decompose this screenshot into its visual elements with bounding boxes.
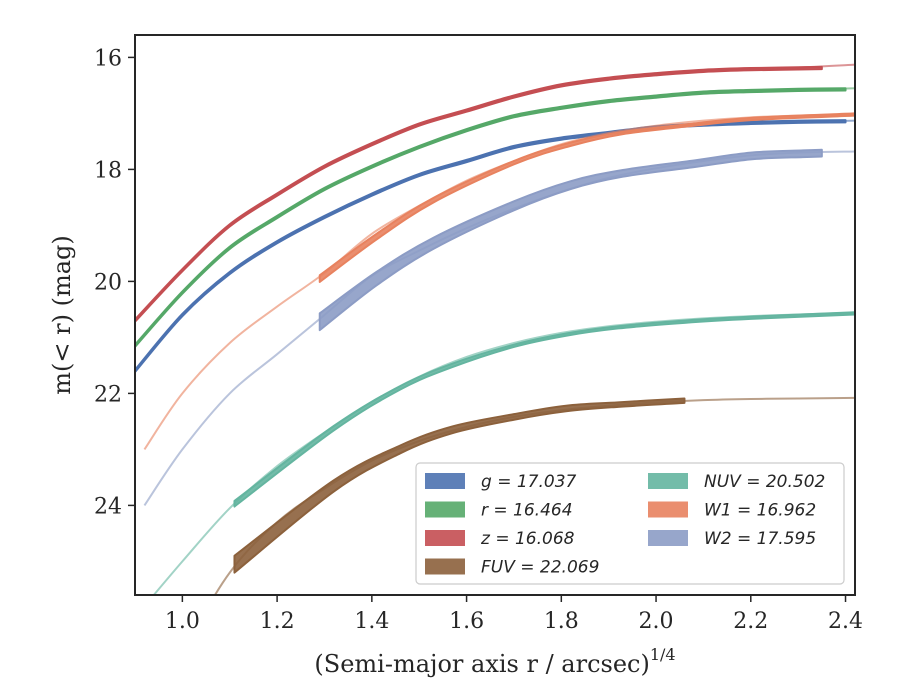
series-z-measured-band [135,65,823,323]
series-FUV-measured-band [233,397,686,574]
series-NUV-measured-band [233,311,855,508]
axis-ticks: 1.0 1.2 1.4 1.6 1.8 2.0 2.2 2.4 16 18 20 22 24 [94,46,863,634]
legend-entry-FUV: FUV = 22.069 [425,558,599,578]
legend-entry-NUV: NUV = 20.502 [648,472,825,492]
legend-swatch [648,530,688,546]
x-axis-label-text: (Semi-major axis r / arcsec) [314,650,649,678]
legend-swatch [425,501,465,518]
legend: g = 17.037 r = 16.464 z = 16.068 FUV = 22.0… [415,462,845,585]
series-g [135,119,855,374]
x-tick-label: 1.8 [544,609,579,634]
legend-label: W2 = 17.595 [704,529,816,549]
x-tick-label: 1.2 [260,609,295,634]
series-W1-measured-band [318,112,855,283]
x-tick-label: 2.4 [828,609,863,634]
legend-swatch [425,473,465,489]
legend-swatch [425,530,465,546]
series-r [135,87,855,348]
series-r-measured-band [135,87,847,348]
legend-entry-g: g = 17.037 [425,472,577,492]
x-tick-label: 1.4 [354,609,389,634]
series-g-measured-band [135,119,847,374]
y-tick-label: 22 [94,382,122,407]
x-tick-label: 1.6 [449,609,484,634]
series-W2 [143,148,855,506]
x-axis-label: (Semi-major axis r / arcsec)1/4 [314,645,675,678]
legend-entry-z: z = 16.068 [425,529,575,549]
legend-label: z = 16.068 [480,529,575,549]
legend-swatch [425,558,465,575]
series-FUV [213,396,855,595]
x-axis-label-superscript: 1/4 [650,645,676,664]
y-tick-label: 20 [94,270,122,295]
series-W1 [143,112,855,450]
legend-entry-r: r = 16.464 [425,501,573,521]
legend-label: FUV = 22.069 [481,558,599,578]
series-NUV [152,311,855,595]
y-tick-label: 24 [94,494,122,519]
y-tick-label: 18 [94,158,122,183]
legend-swatch [648,473,688,489]
x-tick-label: 2.0 [639,609,674,634]
x-tick-label: 1.0 [165,609,200,634]
series-W2-model-curve [143,150,855,506]
y-axis-label: m(< r) (mag) [48,235,76,394]
x-tick-label: 2.2 [733,609,768,634]
legend-entry-W1: W1 = 16.962 [648,501,816,521]
legend-label: g = 17.037 [481,472,577,492]
legend-label: r = 16.464 [481,501,573,521]
series-z [135,63,855,323]
legend-label: W1 = 16.962 [704,501,816,521]
plot-area [135,63,855,595]
legend-entry-W2: W2 = 17.595 [648,529,816,549]
plot-frame [134,34,856,596]
y-tick-label: 16 [94,46,122,71]
series-W2-measured-band [318,148,823,332]
legend-swatch [648,501,688,518]
legend-label: NUV = 20.502 [704,472,825,492]
legend-box [415,462,845,585]
